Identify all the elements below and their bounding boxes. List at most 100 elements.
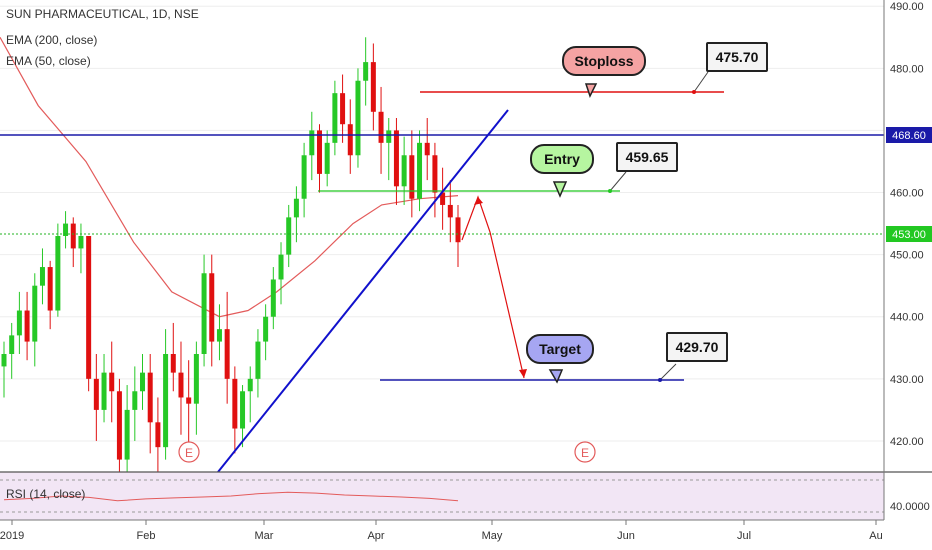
projection-arrow-2 (519, 369, 527, 378)
x-tick-label: Jun (617, 530, 635, 542)
candle (270, 267, 276, 330)
candle (39, 248, 45, 305)
ema50-legend: EMA (50, close) (6, 54, 91, 68)
projection-arrow-1 (474, 197, 483, 205)
rsi-legend: RSI (14, close) (6, 487, 86, 501)
entry-value-box[interactable]: 459.65 (616, 142, 678, 172)
y-axis-ticks: 490.00480.00470.00460.00450.00440.00430.… (890, 1, 924, 448)
stoploss-callout[interactable]: Stoploss (562, 46, 646, 76)
candle (263, 304, 269, 361)
candle (309, 111, 315, 181)
candle (124, 385, 130, 479)
candle (201, 254, 207, 367)
stoploss-value-pointer (693, 71, 709, 93)
candle (417, 130, 423, 212)
y-tick-label: 460.00 (890, 188, 924, 200)
y-tick-label: 450.00 (890, 250, 924, 262)
current-price-badge (886, 226, 932, 242)
x-tick-label: 2019 (0, 530, 24, 542)
x-tick-label: May (482, 530, 503, 542)
target-callout[interactable]: Target (526, 334, 594, 364)
candle (386, 118, 392, 181)
ema200-legend: EMA (200, close) (6, 33, 98, 47)
candle (347, 99, 353, 174)
projection-path (461, 195, 525, 379)
candle (70, 217, 76, 268)
candle (16, 291, 22, 354)
current-price-text: 453.00 (892, 229, 926, 241)
candle (9, 322, 15, 379)
candle (216, 304, 222, 361)
candle (24, 291, 30, 361)
candle (78, 223, 84, 274)
y-tick-label: 480.00 (890, 63, 924, 75)
candle (178, 341, 184, 435)
y-tick-label: 420.00 (890, 436, 924, 448)
ema50-line (0, 37, 459, 318)
candle (409, 130, 415, 218)
stoploss-pointer (584, 83, 598, 98)
level-badge (886, 127, 932, 143)
candle (278, 242, 284, 305)
x-tick-label: Apr (367, 530, 384, 542)
candle (86, 236, 92, 392)
rsi-axis-value: 40.0000 (890, 501, 930, 513)
candle (32, 273, 38, 367)
candle (93, 354, 99, 441)
candle (370, 43, 376, 131)
entry-callout[interactable]: Entry (530, 144, 594, 174)
entry-value-pointer (609, 171, 627, 192)
svg-text:E: E (581, 446, 589, 460)
candle (424, 118, 430, 181)
candle (55, 223, 61, 317)
y-tick-label: 440.00 (890, 312, 924, 324)
candle (332, 80, 338, 156)
rsi-line (3, 491, 459, 502)
x-tick-label: Au (869, 530, 882, 542)
candle (101, 354, 107, 423)
candle (455, 204, 461, 268)
candle (440, 167, 446, 230)
earnings-marker-1[interactable]: E (178, 441, 200, 463)
candle (432, 142, 438, 218)
candle (224, 291, 230, 404)
candle (193, 341, 199, 435)
candle (393, 118, 399, 205)
candle (240, 385, 246, 448)
candle (109, 341, 115, 423)
candle (186, 360, 192, 454)
trendline (217, 109, 509, 473)
candle (355, 68, 361, 168)
symbol-title: SUN PHARMACEUTICAL, 1D, NSE (6, 7, 199, 21)
candle (363, 37, 369, 106)
candle (255, 329, 261, 398)
candle (147, 354, 153, 454)
level-badge-text: 468.60 (892, 130, 926, 142)
rsi-pane (0, 472, 884, 520)
earnings-marker-2[interactable]: E (574, 441, 596, 463)
candle (447, 180, 453, 243)
candle (401, 136, 407, 205)
candle (286, 204, 292, 268)
candle (155, 397, 161, 479)
x-tick-label: Jul (737, 530, 751, 542)
candle (132, 366, 138, 441)
target-value-pointer (659, 363, 677, 381)
target-pointer (548, 369, 564, 384)
candle (209, 254, 215, 367)
candle (247, 366, 253, 423)
candle (232, 366, 238, 454)
x-tick-label: Mar (255, 530, 274, 542)
grid-lines (0, 5, 884, 442)
candle (163, 329, 169, 460)
candlestick-series (1, 37, 461, 491)
candle (140, 354, 146, 410)
candle (1, 341, 7, 398)
entry-pointer (552, 181, 568, 198)
candle (378, 86, 384, 174)
candle (293, 186, 299, 243)
y-tick-label: 490.00 (890, 1, 924, 13)
target-value-box[interactable]: 429.70 (666, 332, 728, 362)
stoploss-value-box[interactable]: 475.70 (706, 42, 768, 72)
candle (340, 74, 346, 143)
